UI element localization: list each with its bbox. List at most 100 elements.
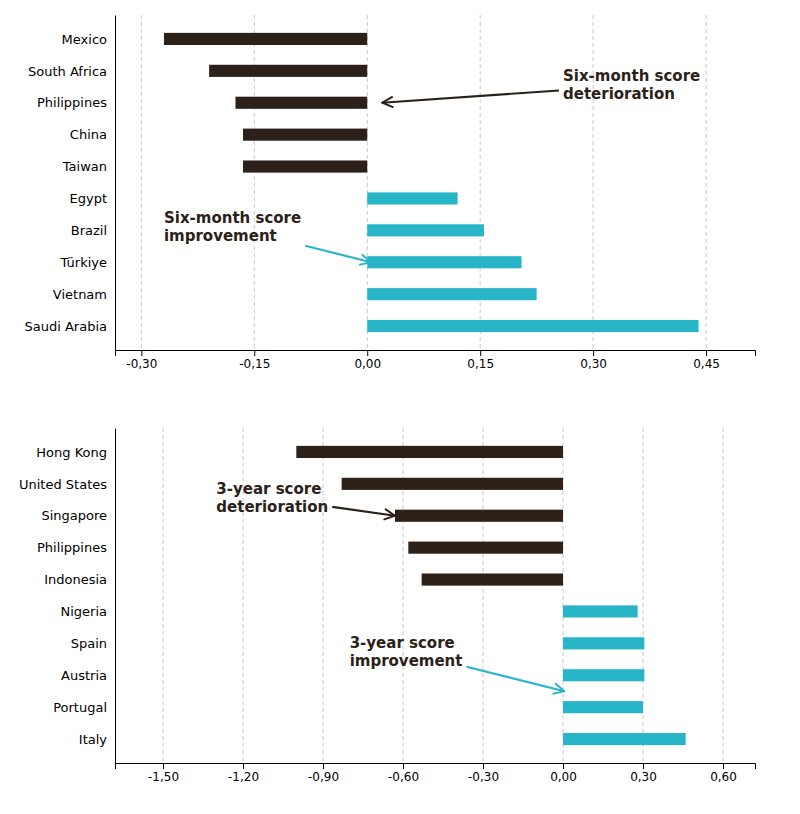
x-tick: -1,20 [228,763,259,784]
x-tick: 0,60 [710,763,737,784]
x-tick-mark [706,350,707,356]
y-tick-label: United States [19,476,107,491]
bar [367,256,521,268]
x-tick-label: 0,45 [693,357,720,371]
axis-domain [116,351,756,357]
y-axis: Mexico South Africa Philippines China Taiwan… [25,16,116,351]
x-tick-mark [480,350,481,356]
grid-line [723,428,724,763]
y-tick: Philippines [37,540,107,555]
bar [563,605,638,617]
x-tick-mark [163,763,164,769]
bar [563,637,644,649]
y-tick: China [70,127,107,142]
bar [563,669,644,681]
axis-domain [116,764,756,770]
bar [563,733,686,745]
grid-line [163,428,164,763]
y-tick: Nigeria [60,604,107,619]
y-tick-label: Austria [61,668,107,683]
y-tick: Austria [61,668,107,683]
x-tick-mark [563,763,564,769]
annotation-arrow [305,246,371,263]
bar [367,288,536,300]
x-tick: -1,50 [148,763,179,784]
y-tick-label: Portugal [53,700,107,715]
bar [563,701,643,713]
x-tick: 0,45 [693,350,720,371]
y-tick-label: Egypt [69,191,107,206]
x-tick-label: 0,00 [550,770,577,784]
y-tick: Singapore [41,508,107,523]
bar [422,573,563,585]
x-tick-mark [254,350,255,356]
grid-line [706,15,707,350]
annotation: 3-year scoredeterioration [216,480,328,516]
y-tick: Saudi Arabia [25,319,108,334]
y-tick: South Africa [28,63,107,78]
y-tick: Taiwan [62,159,107,174]
x-tick-label: -0,90 [308,770,339,784]
x-tick-mark [643,763,644,769]
x-tick-label: -0,15 [239,357,270,371]
x-tick-label: -1,50 [148,770,179,784]
y-tick: Hong Kong [36,445,107,460]
x-tick: -0,30 [468,763,499,784]
bar [367,320,698,332]
grid-line [243,428,244,763]
y-tick-label: Vietnam [53,287,107,302]
annotation: 3-year scoreimprovement [350,634,463,670]
annotation-arrow [332,507,395,516]
bar [296,446,563,458]
x-tick: 0,15 [467,350,494,371]
y-tick-label: Türkiye [59,255,107,270]
x-tick-label: -0,60 [388,770,419,784]
y-tick: Egypt [69,191,107,206]
x-tick: -0,30 [126,350,157,371]
chart-canvas: -0,30 -0,15 0,00 0,15 0,30 0,45 Mexico South Af… [0,0,800,814]
y-tick-label: Hong Kong [36,445,107,460]
x-tick-mark [367,350,368,356]
y-tick: Brazil [71,223,107,238]
y-axis: Hong Kong United States Singapore Philippin… [19,429,116,764]
x-tick-label: 0,30 [580,357,607,371]
grid-line [323,428,324,763]
x-tick-mark [403,763,404,769]
bar [367,224,484,236]
bar [342,478,563,490]
x-tick: 0,00 [550,763,577,784]
y-tick-label: Italy [79,732,108,747]
x-tick-mark [723,763,724,769]
bars [296,446,685,745]
annotation: Six-month scoreimprovement [164,209,301,245]
x-axis: -1,50 -1,20 -0,90 -0,60 -0,30 0,00 0,30 0,60 [116,763,756,784]
x-tick: 0,30 [630,763,657,784]
x-tick-label: -0,30 [468,770,499,784]
panel: -0,30 -0,15 0,00 0,15 0,30 0,45 Mexico South Af… [25,15,756,371]
x-tick-label: 0,15 [467,357,494,371]
x-tick-mark [243,763,244,769]
y-tick: Indonesia [44,572,107,587]
y-tick: Mexico [62,32,107,47]
x-tick: 0,00 [354,350,381,371]
y-tick: Türkiye [59,255,107,270]
x-tick: -0,15 [239,350,270,371]
bar [408,542,563,554]
grid [163,428,723,763]
x-tick-label: 0,00 [354,357,381,371]
x-tick-mark [141,350,142,356]
bar [243,129,367,141]
panel: -1,50 -1,20 -0,90 -0,60 -0,30 0,00 0,30 0,60 Hon… [19,428,756,784]
annotations: 3-year scoredeterioration 3-year scoreimp… [216,480,564,691]
axis-domain [115,16,116,351]
y-tick-label: Spain [71,636,107,651]
annotation: Six-month scoredeterioration [563,67,700,103]
y-tick-label: Philippines [37,540,107,555]
y-tick-label: Philippines [37,95,107,110]
x-tick-label: 0,60 [710,770,737,784]
bar [209,65,367,77]
bar [395,510,563,522]
x-tick-mark [483,763,484,769]
y-tick-label: Singapore [41,508,107,523]
y-tick-label: Taiwan [62,159,107,174]
